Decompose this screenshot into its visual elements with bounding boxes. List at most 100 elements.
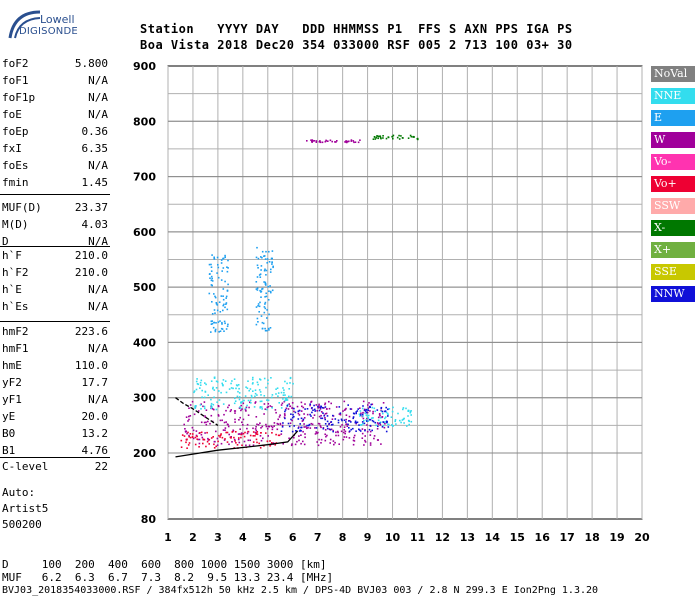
echo-point [224,438,226,440]
echo-point [227,323,229,326]
param-name: h`Es [2,300,29,313]
param-name: D [2,235,9,248]
echo-point [223,421,226,424]
echo-point [193,413,196,416]
echo-point [270,425,273,428]
echo-point [271,289,274,292]
echo-point [364,441,367,443]
echo-point [240,402,242,404]
echo-point [243,435,246,438]
echo-point [323,407,325,409]
echo-point [324,402,327,405]
echo-point [240,401,242,403]
legend-item: NNW [651,286,695,302]
echo-point [214,330,217,333]
echo-point [290,395,293,398]
echo-point [318,415,321,418]
echo-point [302,440,304,443]
echo-point [230,382,232,385]
echo-point [284,394,286,396]
echo-point [318,409,321,412]
echo-point [263,445,265,447]
echo-point [213,376,216,379]
echo-point [298,414,301,416]
echo-point [348,430,351,432]
echo-point [304,436,306,439]
echo-point [410,410,412,412]
echo-point [348,140,350,143]
echo-point [227,267,229,269]
muf-row: MUF 6.2 6.3 6.7 7.3 8.2 9.5 13.3 23.4 [M… [2,571,334,584]
echo-point [312,417,314,419]
echo-point [210,414,213,417]
echo-point [409,134,412,137]
echo-point [240,432,243,434]
echo-point [353,434,356,437]
echo-point [234,421,236,423]
echo-point [255,306,258,308]
echo-point [359,410,362,412]
echo-point [271,442,273,444]
echo-point [408,423,410,426]
echo-point [336,430,339,433]
echo-point [205,383,207,386]
echo-point [252,382,254,384]
echo-point [249,434,252,437]
echo-point [375,424,377,427]
echo-point [275,411,277,414]
echo-point [304,403,306,405]
echo-point [364,435,366,437]
echo-point [297,412,300,415]
echo-point [195,434,198,437]
echo-point [259,391,262,393]
echo-point [238,396,241,398]
echo-point [203,421,206,424]
distance-row: D 100 200 400 600 800 1000 1500 3000 [km… [2,558,327,571]
param-row: fmin 1.45 [2,176,108,190]
echo-point [256,264,259,267]
echo-point [334,141,336,143]
echo-point [188,435,190,438]
echo-point [215,380,218,383]
echo-point [210,398,212,401]
echo-point [391,424,393,426]
echo-point [387,136,390,138]
echo-point [315,140,318,142]
param-row: yE 20.0 [2,410,108,424]
echo-point [267,403,270,405]
echo-point [205,421,207,424]
x-tick-label: 14 [485,531,501,544]
echo-point [283,416,286,419]
echo-point [194,407,197,409]
echo-point [183,435,186,437]
echo-point [311,139,314,141]
echo-point [318,141,321,143]
echo-point [233,402,236,405]
echo-point [405,407,407,410]
echo-point [366,424,368,426]
echo-point [258,274,261,276]
echo-point [267,327,270,330]
echo-point [337,419,340,422]
echo-point [324,423,327,425]
echo-point [257,424,260,426]
echo-point [319,425,322,427]
echo-point [280,407,283,409]
echo-point [267,382,269,385]
echo-point [240,409,242,412]
echo-point [221,328,224,330]
echo-point [223,303,225,306]
param-row: M(D) 4.03 [2,218,108,232]
echo-point [267,299,270,301]
echo-point [197,383,200,386]
x-tick-label: 7 [314,531,322,544]
echo-point [318,403,320,406]
param-value: 20.0 [81,410,109,423]
echo-point [186,432,188,435]
echo-point [217,266,220,269]
echo-point [258,305,261,308]
echo-point [331,140,333,143]
echo-point [318,438,320,441]
echo-point [269,290,272,293]
